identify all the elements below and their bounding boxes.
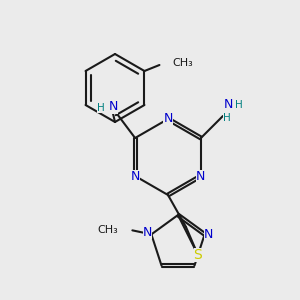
Text: H: H [223,113,231,123]
Text: N: N [196,169,206,182]
Text: N: N [163,112,173,125]
Text: N: N [143,226,152,239]
Text: N: N [224,98,234,112]
Text: N: N [130,169,140,182]
Text: S: S [194,248,202,262]
Text: N: N [108,100,118,113]
Text: CH₃: CH₃ [98,225,118,235]
Text: H: H [235,100,243,110]
Text: CH₃: CH₃ [172,58,193,68]
Text: N: N [204,228,213,241]
Text: H: H [97,103,105,113]
